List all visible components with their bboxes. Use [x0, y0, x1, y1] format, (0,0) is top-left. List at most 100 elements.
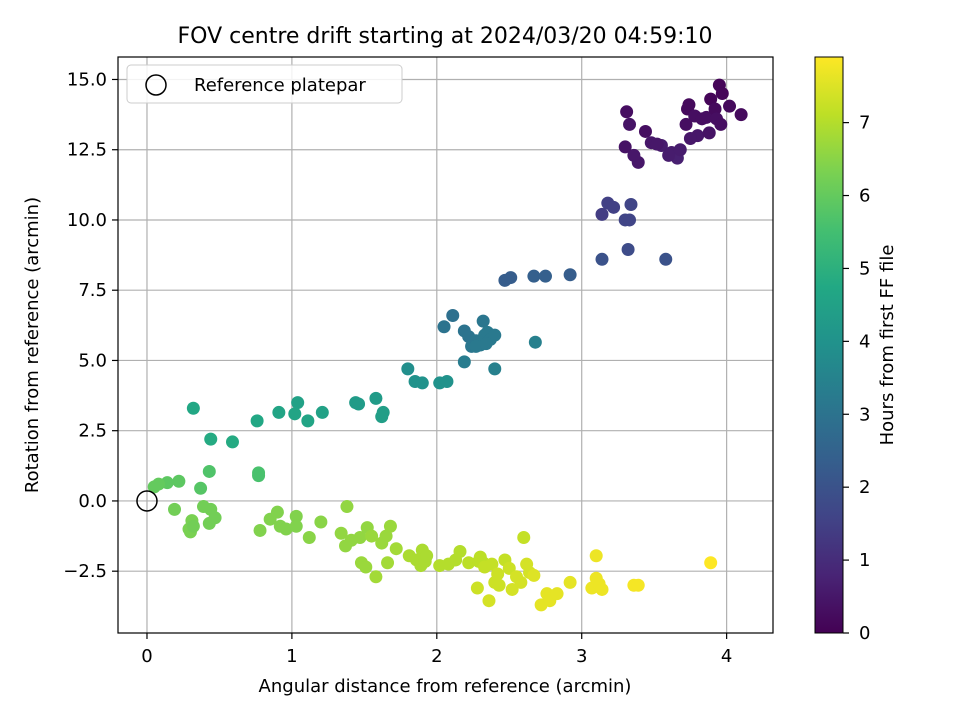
data-point — [505, 582, 519, 596]
data-point — [485, 557, 499, 571]
data-point — [369, 391, 383, 405]
data-point — [638, 124, 652, 138]
data-point — [682, 98, 696, 112]
data-point — [314, 515, 328, 529]
data-point — [624, 198, 638, 212]
data-point — [352, 397, 366, 411]
reference-platepar-marker — [136, 490, 158, 512]
data-point — [437, 320, 451, 334]
data-point — [453, 545, 467, 559]
data-point — [476, 314, 490, 328]
data-point — [517, 530, 531, 544]
grid-lines — [118, 57, 773, 633]
legend: Reference platepar — [126, 64, 403, 104]
data-point — [272, 405, 286, 419]
data-point — [147, 480, 161, 494]
data-point — [595, 252, 609, 266]
data-point — [289, 509, 303, 523]
data-point — [457, 355, 471, 369]
data-point — [488, 328, 502, 342]
colorbar-tick-label: 0 — [859, 623, 870, 644]
data-point — [376, 405, 390, 419]
data-point — [365, 529, 379, 543]
data-point — [589, 549, 603, 563]
data-point — [623, 117, 637, 131]
data-point — [662, 148, 676, 162]
data-point — [618, 140, 632, 154]
data-point — [659, 252, 673, 266]
legend-marker-icon — [145, 74, 167, 96]
data-point — [620, 105, 634, 119]
data-point — [440, 375, 454, 389]
legend-entry-label: Reference platepar — [194, 75, 366, 96]
y-tick-label: 12.5 — [67, 140, 107, 161]
data-point — [527, 269, 541, 283]
data-point — [168, 502, 182, 516]
y-tick-label: 2.5 — [78, 421, 107, 442]
x-tick-label: 3 — [576, 646, 587, 667]
data-point — [469, 339, 483, 353]
data-point — [491, 567, 505, 581]
data-point — [595, 207, 609, 221]
data-point — [202, 464, 216, 478]
data-point — [704, 556, 718, 570]
plot-frame — [117, 56, 774, 634]
x-axis-ticks: 0 1 2 3 4 — [141, 633, 732, 667]
data-point — [291, 396, 305, 410]
data-point — [514, 575, 528, 589]
legend-box — [126, 64, 403, 104]
colorbar-tick-label: 6 — [859, 186, 870, 207]
data-point — [270, 505, 284, 519]
x-tick-label: 1 — [286, 646, 297, 667]
data-point — [702, 126, 716, 140]
data-point — [679, 117, 693, 131]
data-point — [734, 108, 748, 122]
data-point — [315, 405, 329, 419]
x-tick-label: 0 — [141, 646, 152, 667]
data-point — [225, 435, 239, 449]
data-point — [369, 570, 383, 584]
data-point — [301, 414, 315, 428]
data-point — [621, 242, 635, 256]
data-point — [538, 269, 552, 283]
data-point — [479, 337, 493, 351]
data-point — [673, 143, 687, 157]
data-point — [683, 131, 697, 145]
colorbar-label: Hours from first FF file — [877, 245, 898, 446]
data-point — [204, 432, 218, 446]
data-point — [446, 308, 460, 322]
data-point — [279, 522, 293, 536]
y-tick-label: 10.0 — [67, 210, 107, 231]
data-point — [379, 529, 393, 543]
data-point — [470, 581, 484, 595]
data-point — [302, 530, 316, 544]
data-point — [563, 575, 577, 589]
data-point — [253, 523, 267, 537]
data-point — [359, 560, 373, 574]
data-point — [715, 87, 729, 101]
data-point — [527, 568, 541, 582]
data-point — [340, 500, 354, 514]
data-point — [415, 376, 429, 390]
data-point — [462, 556, 476, 570]
chart-title: FOV centre drift starting at 2024/03/20 … — [178, 24, 713, 49]
y-tick-label: 7.5 — [78, 280, 107, 301]
data-point — [607, 200, 621, 214]
data-point — [488, 362, 502, 376]
data-point — [714, 117, 728, 131]
data-point — [631, 578, 645, 592]
data-point — [208, 511, 222, 525]
y-axis-ticks: −2.5 0.0 2.5 5.0 7.5 10.0 12.5 15.0 — [63, 69, 118, 582]
data-point — [502, 561, 516, 575]
data-point — [492, 578, 506, 592]
data-point — [389, 542, 403, 556]
data-point — [704, 92, 718, 106]
data-points — [147, 78, 748, 612]
colorbar-tick-label: 3 — [859, 404, 870, 425]
x-tick-label: 2 — [431, 646, 442, 667]
y-tick-label: 5.0 — [78, 350, 107, 371]
data-point — [186, 401, 200, 415]
data-point — [252, 469, 266, 483]
